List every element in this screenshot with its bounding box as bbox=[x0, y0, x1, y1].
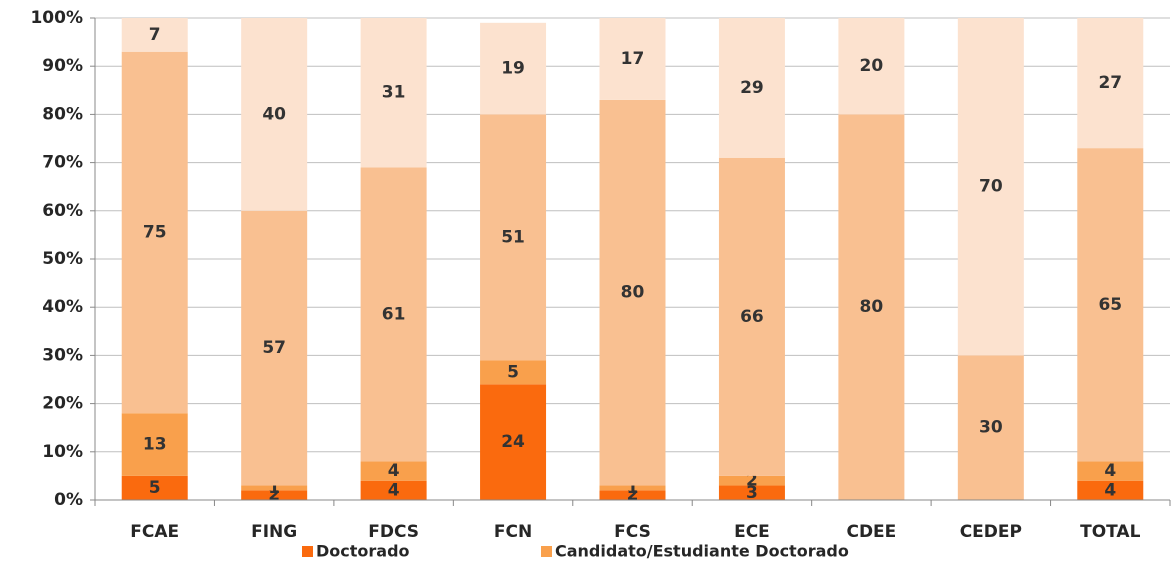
y-tick-label: 70% bbox=[42, 153, 83, 173]
bar-segment bbox=[241, 490, 308, 500]
data-label: 13 bbox=[143, 435, 167, 455]
data-label: 57 bbox=[262, 338, 286, 358]
x-tick-label: CEDEP bbox=[960, 522, 1022, 542]
data-label: 4 bbox=[388, 480, 400, 500]
data-label: 19 bbox=[501, 59, 525, 79]
bar-segment bbox=[1077, 480, 1144, 500]
bar-segment bbox=[1077, 461, 1144, 481]
data-label: 4 bbox=[1104, 461, 1116, 481]
bar-segment bbox=[121, 413, 188, 476]
data-label: 17 bbox=[621, 49, 645, 69]
bar-segment bbox=[599, 490, 666, 500]
bar-segment bbox=[1077, 148, 1144, 462]
data-label: 70 bbox=[979, 177, 1003, 197]
x-tick-label: CDEE bbox=[846, 522, 896, 542]
data-label: 24 bbox=[501, 432, 525, 452]
bar-segment bbox=[838, 18, 905, 115]
x-tick-label: ECE bbox=[734, 522, 770, 542]
bar-segment bbox=[599, 485, 666, 491]
bar-segment bbox=[718, 475, 785, 486]
data-label: 7 bbox=[149, 25, 161, 45]
bar-segment bbox=[957, 18, 1024, 356]
y-tick-label: 30% bbox=[42, 345, 83, 365]
y-tick-label: 50% bbox=[42, 249, 83, 269]
bar-segment bbox=[718, 157, 785, 476]
bar-segment bbox=[838, 114, 905, 501]
legend-swatch bbox=[302, 546, 313, 557]
data-label: 5 bbox=[149, 478, 161, 498]
x-tick-label: FCAE bbox=[130, 522, 179, 542]
data-label: 4 bbox=[1104, 480, 1116, 500]
data-label: 31 bbox=[382, 83, 406, 103]
x-tick-label: FCS bbox=[614, 522, 651, 542]
bar-segment bbox=[121, 475, 188, 500]
data-label: 65 bbox=[1098, 295, 1122, 315]
y-tick-label: 90% bbox=[42, 56, 83, 76]
data-label: 3 bbox=[746, 483, 758, 503]
y-tick-label: 10% bbox=[42, 442, 83, 462]
x-tick-label: FING bbox=[251, 522, 297, 542]
x-tick-label: FDCS bbox=[368, 522, 419, 542]
y-tick-label: 20% bbox=[42, 394, 83, 414]
data-label: 75 bbox=[143, 222, 167, 242]
bar-segment bbox=[241, 485, 308, 491]
bar-segment bbox=[360, 18, 427, 168]
data-label: 30 bbox=[979, 418, 1003, 438]
data-label: 1 bbox=[627, 478, 639, 498]
y-tick-label: 40% bbox=[42, 297, 83, 317]
bar-segment bbox=[480, 360, 547, 385]
data-label: 66 bbox=[740, 307, 764, 327]
legend-label: Doctorado bbox=[316, 542, 410, 561]
bar-segment bbox=[360, 461, 427, 481]
bar-segment bbox=[599, 99, 666, 486]
bar-segment bbox=[599, 18, 666, 100]
bar-segment bbox=[121, 18, 188, 52]
y-tick-label: 0% bbox=[54, 490, 83, 510]
bar-segment bbox=[718, 485, 785, 500]
bar-segment bbox=[957, 355, 1024, 500]
bar-segment bbox=[480, 114, 547, 361]
data-label: 5 bbox=[507, 362, 519, 382]
bar-segment bbox=[360, 480, 427, 500]
legend-swatch bbox=[541, 546, 552, 557]
data-label: 20 bbox=[860, 56, 884, 76]
data-label: 29 bbox=[740, 78, 764, 98]
bar-segment bbox=[480, 22, 547, 115]
data-label: 4 bbox=[388, 461, 400, 481]
data-label: 2 bbox=[627, 485, 639, 505]
bar-segment bbox=[718, 18, 785, 158]
y-tick-label: 100% bbox=[30, 8, 83, 28]
legend-label: Candidato/Estudiante Doctorado bbox=[555, 542, 849, 561]
y-tick-label: 80% bbox=[42, 104, 83, 124]
data-label: 27 bbox=[1098, 73, 1122, 93]
data-label: 40 bbox=[262, 104, 286, 124]
x-tick-label: TOTAL bbox=[1080, 522, 1140, 542]
data-label: 2 bbox=[268, 485, 280, 505]
bar-segment bbox=[241, 210, 308, 486]
bar-segment bbox=[480, 384, 547, 500]
bar-segment bbox=[241, 18, 308, 211]
bar-segment bbox=[121, 51, 188, 414]
bar-segment bbox=[360, 167, 427, 462]
data-label: 80 bbox=[621, 283, 645, 303]
data-label: 1 bbox=[268, 478, 280, 498]
data-label: 2 bbox=[746, 471, 758, 491]
bar-segment bbox=[1077, 18, 1144, 149]
x-tick-label: FCN bbox=[494, 522, 532, 542]
data-label: 61 bbox=[382, 304, 406, 324]
data-label: 80 bbox=[860, 297, 884, 317]
y-tick-label: 60% bbox=[42, 201, 83, 221]
data-label: 51 bbox=[501, 227, 525, 247]
